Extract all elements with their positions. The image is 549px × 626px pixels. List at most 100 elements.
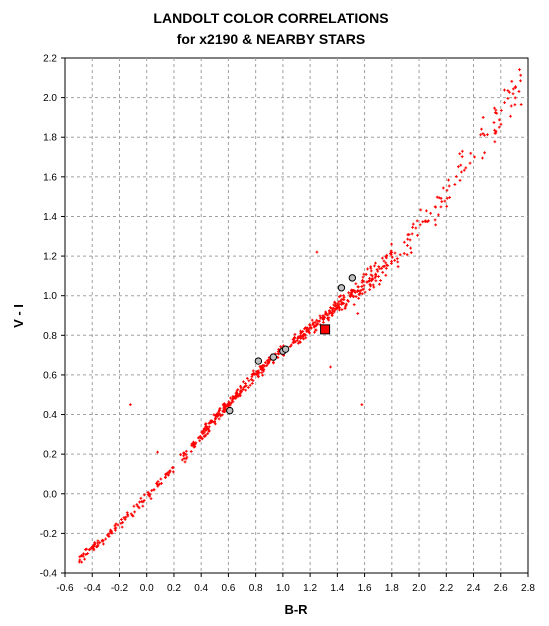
landolt-star (207, 425, 211, 429)
landolt-star (416, 234, 419, 237)
landolt-star (78, 558, 82, 562)
landolt-star (227, 401, 230, 405)
landolt-star (356, 312, 360, 315)
x-tick-labels: -0.6 -0.4 -0.2 0.0 0.2 0.4 0.6 0.8 1.0 1.2 1.4 1.6 1… (56, 583, 535, 594)
landolt-star (250, 382, 254, 385)
x-tick-label: 2.4 (467, 583, 481, 594)
x-tick-label: 1.8 (385, 583, 399, 594)
x-tick-label: 2.8 (521, 583, 535, 594)
landolt-star (142, 493, 146, 497)
landolt-star (506, 89, 510, 93)
landolt-star (427, 219, 430, 223)
landolt-star (206, 427, 210, 430)
landolt-star (434, 223, 438, 227)
landolt-star (215, 413, 219, 417)
landolt-star (411, 222, 415, 226)
landolt-star (245, 376, 249, 380)
landolt-star (513, 96, 517, 100)
landolt-star (377, 275, 380, 278)
landolt-star (149, 497, 153, 501)
x2190-target-marker (320, 324, 331, 335)
landolt-star (378, 282, 381, 286)
landolt-star (497, 125, 501, 129)
landolt-star (481, 156, 484, 160)
landolt-star (231, 394, 235, 398)
landolt-star (261, 373, 265, 377)
landolt-star (251, 373, 254, 377)
landolt-star (511, 87, 515, 91)
landolt-star (453, 183, 457, 186)
landolt-star (242, 385, 246, 389)
landolt-star (300, 336, 304, 340)
landolt-star (509, 104, 513, 108)
landolt-star (101, 539, 105, 543)
landolt-star (458, 152, 462, 156)
landolt-star (486, 133, 489, 137)
landolt-star (357, 297, 361, 300)
landolt-star (375, 268, 379, 271)
landolt-star (335, 304, 339, 308)
landolt-star (213, 420, 217, 423)
landolt-star (335, 306, 339, 310)
landolt-star (126, 514, 130, 518)
landolt-star (213, 422, 217, 426)
landolt-star (332, 303, 336, 307)
y-tick-label: 1.8 (43, 133, 57, 144)
landolt-star (460, 155, 464, 159)
landolt-star (330, 314, 334, 317)
landolt-star (440, 200, 444, 203)
y-axis-label: V - I (11, 304, 26, 328)
landolt-star (368, 282, 372, 286)
landolt-star (493, 140, 497, 144)
landolt-star (291, 341, 295, 345)
landolt-star (424, 219, 428, 223)
landolt-star (192, 440, 195, 444)
landolt-star (360, 403, 364, 407)
landolt-star (267, 360, 271, 363)
landolt-star (361, 275, 365, 279)
landolt-star (459, 163, 463, 167)
landolt-star (445, 196, 449, 200)
landolt-star (244, 384, 248, 388)
landolt-star (249, 377, 253, 381)
x-tick-label: 0.8 (249, 583, 263, 594)
landolt-star (347, 291, 351, 295)
landolt-star (104, 537, 108, 541)
landolt-star (87, 548, 91, 552)
landolt-star (384, 273, 388, 277)
landolt-star (247, 379, 251, 383)
landolt-star (519, 103, 523, 106)
landolt-star (409, 246, 413, 250)
landolt-star (122, 516, 126, 520)
landolt-star (156, 480, 160, 483)
chart-title-line-1: LANDOLT COLOR CORRELATIONS (153, 10, 388, 26)
y-tick-label: 1.4 (43, 212, 57, 223)
landolt-star (327, 312, 331, 316)
landolt-star (406, 244, 409, 247)
landolt-star (239, 390, 243, 393)
landolt-star (369, 279, 373, 283)
landolt-star (464, 166, 468, 170)
nearby-star (269, 353, 278, 361)
x-tick-label: 1.4 (330, 583, 344, 594)
landolt-star (217, 410, 221, 414)
landolt-star (511, 92, 515, 96)
landolt-star (323, 316, 327, 319)
landolt-star (310, 318, 314, 322)
landolt-star (483, 151, 486, 155)
landolt-star (441, 186, 445, 190)
landolt-star (251, 369, 255, 373)
landolt-star (499, 109, 503, 112)
landolt-star (439, 205, 443, 209)
landolt-star (78, 555, 82, 559)
landolt-star (379, 279, 382, 282)
landolt-star (418, 223, 422, 227)
landolt-star (447, 184, 451, 188)
landolt-star (93, 543, 97, 546)
landolt-star (321, 320, 325, 324)
landolt-star (128, 403, 132, 407)
landolt-star (85, 547, 89, 551)
x-axis-label: B-R (284, 602, 308, 617)
landolt-star (171, 466, 175, 469)
landolt-star (462, 168, 466, 172)
